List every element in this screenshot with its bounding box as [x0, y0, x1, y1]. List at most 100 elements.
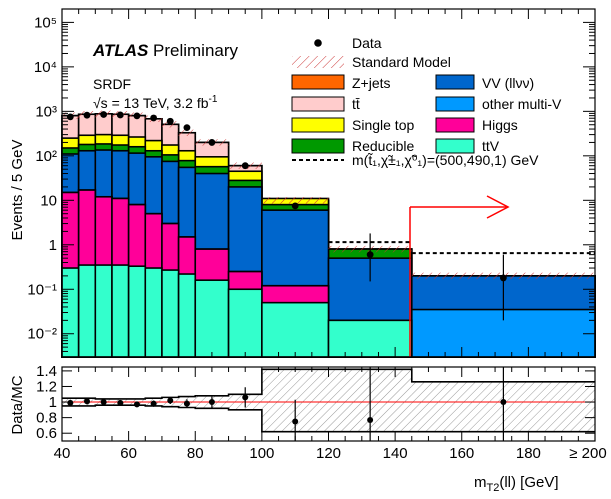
sm-band-7: [178, 129, 196, 136]
x-tick-label-180: 180: [516, 445, 541, 462]
main-ytick-label-6: 10⁴: [34, 59, 57, 76]
legend-multiv-label: other multi-V: [482, 96, 562, 112]
ratio-ytick-label-1: 0.8: [36, 410, 57, 427]
x-axis-title-sub: T2: [487, 482, 500, 494]
bar-ttv-11: [327, 319, 413, 358]
sqrt-s: √s: [93, 95, 108, 111]
cut-arrow-head: [486, 195, 510, 219]
data-point-0: [66, 113, 74, 121]
ratio-point-10: [292, 418, 299, 425]
x-axis-title-main: m: [474, 474, 487, 491]
bar-ttv-1: [77, 264, 97, 358]
bar-ttv-7: [177, 273, 197, 358]
ratio-point-7: [183, 400, 190, 407]
x-tick-label-40: 40: [54, 445, 71, 462]
data-point-10: [291, 202, 299, 210]
legend-ttbar-label: tt̄: [352, 96, 360, 112]
main-ytick-label-2: 1: [49, 237, 57, 254]
bar-ttv-4: [127, 265, 147, 358]
data-point-9: [241, 162, 249, 170]
lumi-exponent: -1: [209, 94, 218, 105]
data-point-3: [116, 111, 124, 119]
data-point-7: [183, 124, 191, 132]
ratio-point-5: [150, 400, 157, 407]
ratio-ytick-label-2: 1: [49, 394, 57, 411]
legend-ttbar-swatch: [291, 96, 345, 112]
arrow-layer: [409, 195, 510, 357]
ratio-point-11: [367, 416, 374, 423]
ratio-point-8: [208, 399, 215, 406]
ratio-point-2: [100, 399, 107, 406]
region-label: SRDF: [93, 76, 131, 92]
ratio-point-12: [500, 399, 507, 406]
x-tick-label-100: 100: [249, 445, 274, 462]
legend-data-label: Data: [352, 35, 382, 51]
main-x-ticks: [61, 9, 596, 357]
main-ytick-label-1: 10⁻¹: [27, 281, 57, 298]
data-point-2: [100, 111, 108, 118]
legend-vv-label: VV (llνν): [482, 75, 534, 91]
ratio-point-9: [242, 394, 249, 401]
legend-vv-swatch: [435, 74, 475, 90]
legend-data-marker: [314, 39, 322, 47]
ratio-data-layer: [67, 367, 507, 441]
main-y-ticks: 10⁻² 10⁻¹ 1 10 10² 10³ 10⁴ 10⁵: [27, 8, 595, 358]
legend-singletop-swatch: [291, 117, 345, 133]
legend: Data Standard Model Z+jets tt̄ Single to…: [291, 35, 562, 168]
main-ytick-label-3: 10: [40, 192, 57, 209]
ratio-panel: 0.60.811.21.4 40 60 80 100 120 140 160 180: [36, 363, 596, 462]
overflow-label: ≥ 200: [569, 445, 606, 462]
ratio-point-3: [117, 399, 124, 406]
legend-reducible-label: Reducible: [352, 138, 414, 154]
data-point-1: [83, 111, 91, 119]
x-tick-label-120: 120: [316, 445, 341, 462]
ratio-ytick-label-4: 1.4: [36, 363, 57, 380]
ratio-ytick-label-0: 0.6: [36, 425, 57, 442]
atlas-label: ATLAS: [92, 41, 149, 60]
x-axis-title: mT2(ll) [GeV]: [474, 474, 559, 494]
energy-label: √s = 13 TeV, 3.2 fb-1: [93, 94, 218, 111]
legend-ttv-label: ttV: [482, 138, 500, 154]
legend-sm-swatch: [292, 56, 344, 68]
bar-ttv-5: [144, 267, 163, 358]
x-tick-label-140: 140: [383, 445, 408, 462]
legend-ttv-swatch: [435, 138, 475, 154]
ratio-y-ticks: 0.60.811.21.4: [36, 363, 595, 442]
ratio-point-1: [83, 398, 90, 405]
legend-multiv-swatch: [435, 96, 475, 112]
ratio-point-4: [133, 401, 140, 408]
ratio-point-0: [67, 399, 74, 406]
signal-layer: [328, 241, 595, 255]
x-axis-title-rest: (ll) [GeV]: [499, 474, 558, 491]
data-point-11: [366, 251, 374, 259]
bar-ttv-9: [227, 288, 263, 358]
legend-zjets-label: Z+jets: [352, 75, 391, 91]
ratio-axis-title: Data/MC: [9, 375, 26, 434]
main-ytick-label-0: 10⁻²: [27, 326, 57, 343]
legend-higgs-label: Higgs: [482, 117, 518, 133]
y-axis-title: Events / 5 GeV: [9, 140, 26, 241]
energy-lumi: = 13 TeV, 3.2 fb: [108, 95, 209, 111]
data-point-5: [150, 114, 158, 122]
data-point-6: [166, 117, 174, 125]
bar-ttv-6: [161, 269, 180, 358]
ratio-band-layer: [62, 368, 595, 433]
main-ytick-label-4: 10²: [35, 148, 57, 165]
legend-signal-label: m(t̃₁,χ̃±₁,χ̃⁰₁)=(500,490,1) GeV: [352, 152, 539, 168]
status-label: Preliminary: [153, 41, 239, 60]
ratio-x-ticks: 40 60 80 100 120 140 160 180: [54, 367, 596, 462]
main-panel: 10⁻² 10⁻¹ 1 10 10² 10³ 10⁴ 10⁵: [27, 8, 596, 358]
main-ytick-label-7: 10⁵: [34, 14, 57, 31]
data-point-12: [499, 274, 507, 282]
ratio-point-6: [167, 397, 174, 404]
legend-sm-label: Standard Model: [352, 54, 451, 70]
main-ytick-label-5: 10³: [35, 103, 57, 120]
ratio-band-lower-edge: [62, 404, 595, 433]
legend-singletop-label: Single top: [352, 117, 414, 133]
bar-ttv-2: [94, 264, 113, 358]
data-point-4: [133, 112, 141, 120]
x-tick-label-80: 80: [187, 445, 204, 462]
x-tick-label-160: 160: [449, 445, 474, 462]
